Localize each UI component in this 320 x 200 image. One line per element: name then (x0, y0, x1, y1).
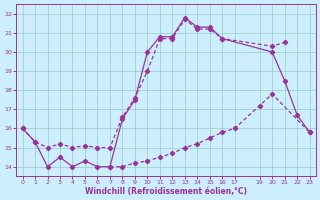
X-axis label: Windchill (Refroidissement éolien,°C): Windchill (Refroidissement éolien,°C) (85, 187, 247, 196)
